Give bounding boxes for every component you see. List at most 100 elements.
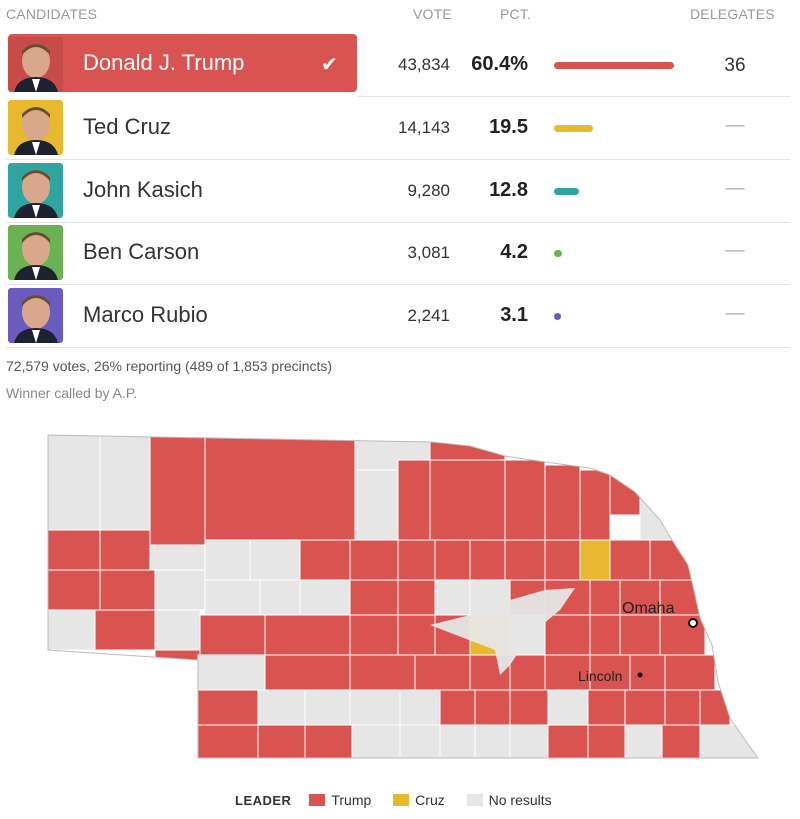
county xyxy=(299,579,351,616)
county xyxy=(349,689,401,726)
legend-label-no-results: No results xyxy=(488,792,552,808)
county xyxy=(204,435,356,541)
county xyxy=(154,609,201,651)
legend-title: LEADER xyxy=(235,793,292,808)
county xyxy=(434,579,471,616)
header-vote: VOTE xyxy=(413,6,452,22)
county xyxy=(474,724,511,758)
county xyxy=(257,689,306,726)
candidate-pct: 4.2 xyxy=(500,241,528,263)
county xyxy=(349,614,399,656)
legend-swatch-no-results xyxy=(466,794,483,806)
county xyxy=(48,609,96,651)
candidate-votes: 2,241 xyxy=(407,306,450,325)
county xyxy=(249,539,301,581)
county xyxy=(629,654,666,691)
county xyxy=(349,654,416,691)
map-legend: LEADER Trump Cruz No results xyxy=(235,792,552,808)
candidate-votes: 14,143 xyxy=(398,118,450,137)
votes-summary: 72,579 votes, 26% reporting (489 of 1,85… xyxy=(6,358,333,374)
candidate-row: Donald J. Trump ✔ 43,834 60.4% 36 xyxy=(6,34,790,97)
county xyxy=(544,464,581,541)
county xyxy=(351,724,401,758)
candidate-delegates: — xyxy=(725,178,745,199)
county xyxy=(544,539,581,581)
candidate-pct: 12.8 xyxy=(489,179,528,201)
county xyxy=(399,724,441,758)
winner-highlight xyxy=(8,34,357,92)
county xyxy=(619,579,661,616)
county xyxy=(397,614,436,656)
county xyxy=(509,654,546,691)
lincoln-dot xyxy=(637,672,643,678)
county xyxy=(639,489,681,541)
county xyxy=(587,689,626,726)
state-outline xyxy=(47,434,759,759)
legend-item-trump: Trump xyxy=(309,792,375,808)
legend-label-trump: Trump xyxy=(331,792,372,808)
county xyxy=(579,539,611,581)
county xyxy=(259,579,301,616)
county xyxy=(504,539,546,581)
county xyxy=(589,614,621,656)
candidate-pct-bar xyxy=(554,313,561,320)
county xyxy=(664,689,701,726)
candidate-row: John Kasich 9,280 12.8 — xyxy=(6,160,790,223)
row-divider xyxy=(358,96,790,97)
county xyxy=(397,539,436,581)
county xyxy=(99,529,151,571)
nebraska-county-map: Omaha Lincoln xyxy=(47,434,759,759)
legend-item-no-results: No results xyxy=(466,792,552,808)
header-delegates: DELEGATES xyxy=(690,6,775,22)
candidate-pct: 3.1 xyxy=(500,304,528,326)
county xyxy=(154,569,206,611)
county xyxy=(304,689,351,726)
candidate-photo xyxy=(8,225,63,280)
county xyxy=(587,724,626,758)
candidate-pct-bar xyxy=(554,62,674,69)
county xyxy=(257,724,306,758)
county xyxy=(304,724,353,758)
county xyxy=(699,689,731,726)
river-band xyxy=(430,588,575,675)
county xyxy=(197,689,259,726)
county xyxy=(547,689,589,726)
county xyxy=(429,459,506,541)
legend-swatch-cruz xyxy=(393,794,410,806)
county xyxy=(547,724,589,758)
county xyxy=(414,654,471,691)
candidate-row: Ben Carson 3,081 4.2 — xyxy=(6,222,790,285)
county xyxy=(397,459,431,541)
candidate-delegates: 36 xyxy=(724,55,746,76)
county xyxy=(149,544,206,571)
county xyxy=(397,579,436,616)
header-pct: PCT. xyxy=(500,6,532,22)
county xyxy=(149,435,206,546)
county xyxy=(439,689,476,726)
county-grid xyxy=(48,435,758,758)
candidate-delegates: — xyxy=(725,240,745,261)
city-label-lincoln: Lincoln xyxy=(578,668,622,684)
legend-label-cruz: Cruz xyxy=(415,792,445,808)
county xyxy=(609,474,641,516)
county xyxy=(474,689,511,726)
county xyxy=(94,609,156,651)
county xyxy=(659,614,706,656)
candidate-photo xyxy=(8,288,63,343)
county xyxy=(504,459,546,541)
county xyxy=(48,435,101,531)
legend-item-cruz: Cruz xyxy=(393,792,448,808)
candidate-name: Donald J. Trump xyxy=(83,50,245,75)
row-divider xyxy=(6,222,790,223)
candidate-pct-bar xyxy=(554,188,580,195)
county xyxy=(354,469,399,541)
county xyxy=(509,689,549,726)
county xyxy=(661,724,701,758)
winner-check-icon: ✔ xyxy=(321,54,338,76)
county xyxy=(624,689,666,726)
county xyxy=(619,614,661,656)
county xyxy=(264,614,351,656)
county xyxy=(197,724,259,758)
row-divider xyxy=(6,347,790,348)
county xyxy=(349,539,399,581)
